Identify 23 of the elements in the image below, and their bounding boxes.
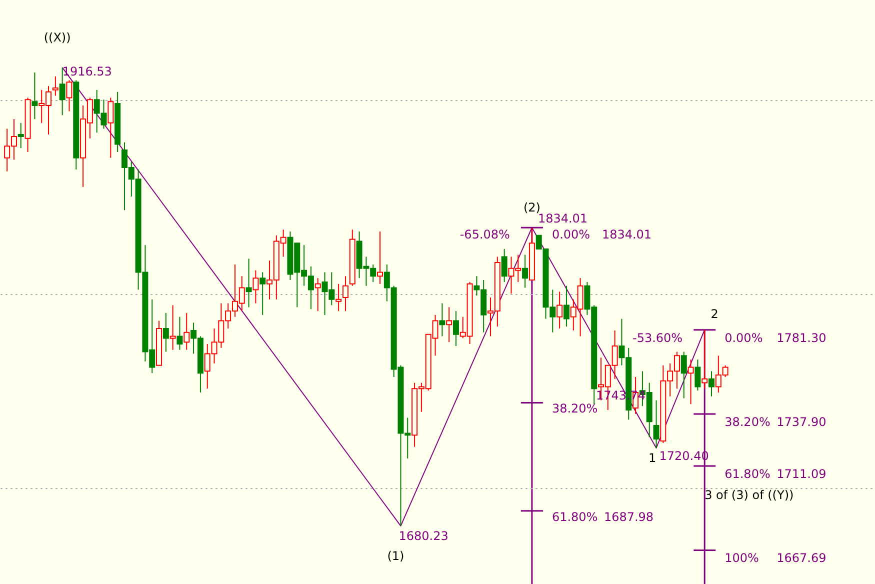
annotation: 61.80% [552,510,598,524]
annotation: (2) [523,200,540,215]
text: 100% [724,551,759,566]
text: 1680.23 [398,528,448,543]
text: ((X)) [44,30,71,45]
annotation: 1834.01 [538,212,588,226]
annotation: 61.80% [724,467,770,482]
text: (1) [387,548,404,563]
text: 1711.09 [776,467,826,482]
text: 1781.30 [776,330,826,345]
text: 1667.69 [776,551,826,566]
annotation: 38.20% [724,415,770,430]
annotation: -53.60% [632,330,683,345]
annotation: 0.00% [552,228,590,242]
text: 1737.90 [776,415,826,430]
annotation: 1834.01 [602,228,652,242]
annotation: 2 [710,306,718,321]
annotation: -65.08% [460,228,510,242]
annotation: 3 of (3) of ((Y)) [704,488,794,502]
annotation: 1 [648,450,656,465]
annotation: 38.20% [552,402,598,416]
annotation: 1687.98 [604,510,654,524]
annotation: 0.00% [724,330,763,345]
